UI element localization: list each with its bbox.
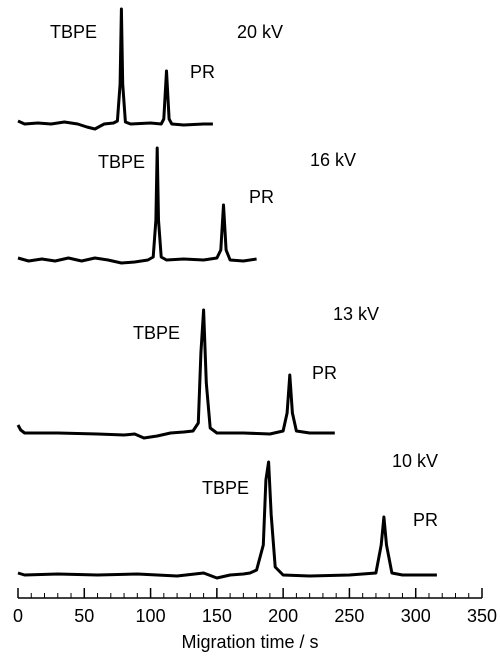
series-name: 13 kV <box>333 304 379 324</box>
peak-label: PR <box>312 363 337 383</box>
series-name: 16 kV <box>310 150 356 170</box>
x-tick-label: 50 <box>74 606 94 626</box>
x-tick-label: 0 <box>13 606 23 626</box>
peak-label: TBPE <box>50 22 97 42</box>
x-axis-label: Migration time / s <box>181 632 318 652</box>
series-name: 20 kV <box>237 22 283 42</box>
x-tick-label: 200 <box>268 606 298 626</box>
peak-label: TBPE <box>202 478 249 498</box>
x-tick-label: 300 <box>401 606 431 626</box>
peak-label: PR <box>249 187 274 207</box>
trace <box>17 460 437 580</box>
peak-label: PR <box>413 510 438 530</box>
trace <box>17 146 257 265</box>
peak-label: PR <box>190 62 215 82</box>
x-tick-label: 350 <box>467 606 497 626</box>
x-tick-label: 250 <box>334 606 364 626</box>
x-tick-label: 150 <box>202 606 232 626</box>
x-tick-label: 100 <box>136 606 166 626</box>
trace <box>17 7 213 131</box>
peak-label: TBPE <box>98 152 145 172</box>
peak-label: TBPE <box>133 323 180 343</box>
series-name: 10 kV <box>392 451 438 471</box>
trace <box>16 308 335 440</box>
